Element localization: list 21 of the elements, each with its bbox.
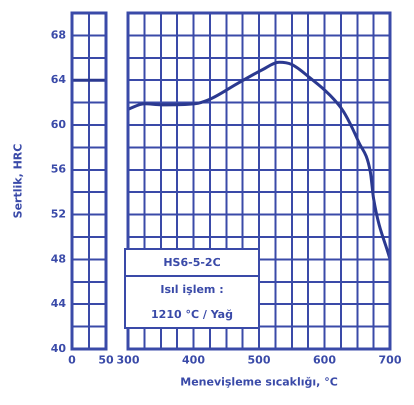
x-tick-label: 300 [116, 353, 140, 366]
annotation: Isıl işlem : [159, 282, 225, 298]
note-box: HS6-5-2C Isıl işlem : 1210 °C / Yağ [124, 248, 260, 329]
x-tick-label: 0 [68, 353, 76, 366]
y-tick-label: 40 [50, 342, 66, 355]
y-tick-label: 56 [50, 162, 66, 176]
x-tick-label: 400 [182, 353, 206, 366]
annotation: 1210 °C / Yağ [150, 307, 234, 323]
x-tick-label: 500 [248, 353, 271, 366]
y-tick-label: 48 [50, 252, 66, 266]
y-tick-label: 52 [50, 207, 66, 220]
x-axis-title: Menevişleme sıcaklığı, °C [180, 375, 338, 388]
y-tick-label: 60 [50, 118, 66, 131]
annotation: HS6-5-2C [162, 255, 222, 271]
y-tick-label: 64 [50, 73, 66, 86]
x-tick-label: 700 [378, 353, 402, 366]
x-tick-label: 600 [313, 353, 336, 366]
y-axis-title: Sertlik, HRC [11, 144, 24, 218]
y-tick-label: 44 [50, 297, 66, 310]
x-tick-label: 50 [98, 353, 114, 366]
y-tick-label: 68 [50, 28, 66, 42]
